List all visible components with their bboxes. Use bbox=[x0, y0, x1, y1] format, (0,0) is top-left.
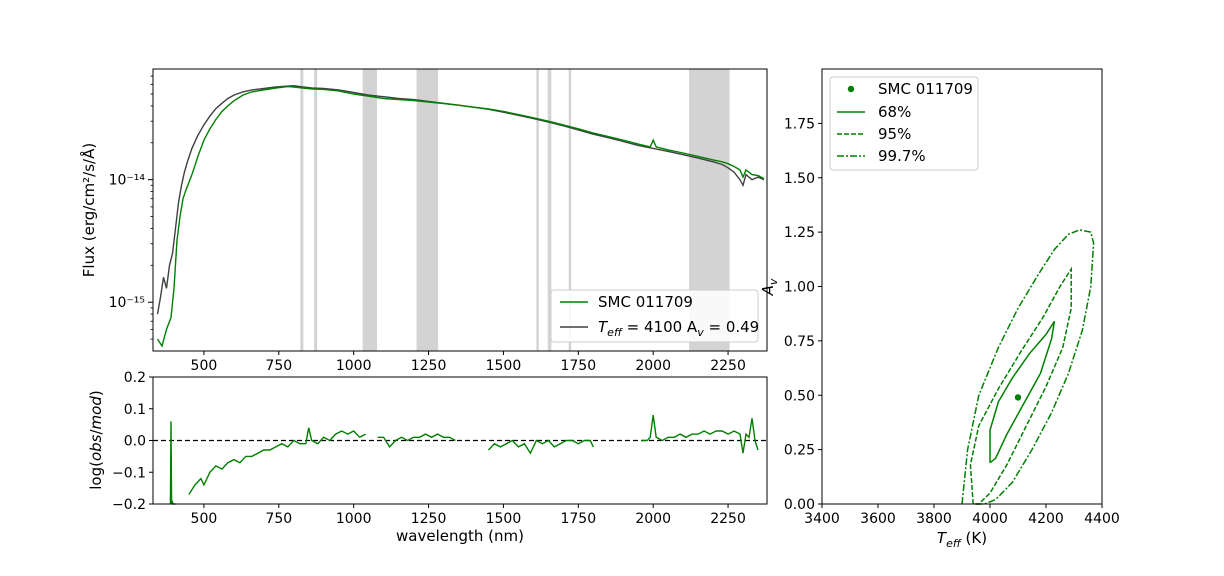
confidence-panel: 3400 3600 3800 4000 4200 4400 0.00 0.25 0.50 0.7… bbox=[759, 68, 1120, 550]
x-tick-label: 1000 bbox=[336, 511, 372, 527]
x-tick-label: 500 bbox=[191, 511, 218, 527]
y-tick-label: 1.25 bbox=[784, 225, 815, 241]
x-tick-label: 2000 bbox=[635, 358, 671, 374]
series-line-observed bbox=[156, 85, 765, 348]
residual-line bbox=[641, 415, 759, 454]
legend-label-997: 99.7% bbox=[878, 147, 926, 165]
y-tick-label: 0.00 bbox=[784, 497, 815, 513]
spectrum-panel: 500 750 1000 1250 1500 1750 2000 2250 10⁻¹⁵10⁻¹… bbox=[79, 68, 768, 374]
x-tick-label: 3600 bbox=[860, 511, 896, 527]
residual-y-ticks: −0.2 −0.1 0.0 0.1 0.2 bbox=[112, 370, 153, 513]
y-tick-label: 0.75 bbox=[784, 334, 815, 350]
spectrum-frame bbox=[152, 68, 768, 352]
x-tick-label: 1000 bbox=[336, 358, 372, 374]
y-tick-label: 0.25 bbox=[784, 443, 815, 459]
legend-marker-best-fit bbox=[847, 85, 855, 93]
contour-dashed bbox=[969, 266, 1072, 505]
x-tick-label: 3800 bbox=[916, 511, 952, 527]
y-tick-label: 10⁻¹⁴ bbox=[109, 173, 146, 189]
x-tick-label: 3400 bbox=[804, 511, 840, 527]
masked-regions bbox=[300, 69, 730, 351]
x-tick-label: 750 bbox=[265, 358, 292, 374]
contour-dashdot bbox=[961, 229, 1095, 505]
confidence-y-label: Av bbox=[759, 278, 780, 296]
residual-panel: 500 750 1000 1250 1500 1750 2000 2250 −0.2 −0.1 0… bbox=[87, 370, 768, 545]
x-tick-label: 1500 bbox=[486, 511, 522, 527]
masked-region bbox=[300, 69, 304, 351]
x-tick-label: 2250 bbox=[710, 358, 746, 374]
residual-x-ticks: 500 750 1000 1250 1500 1750 2000 2250 bbox=[191, 504, 746, 527]
y-tick-label: 1.50 bbox=[784, 171, 815, 187]
spectrum-x-ticks: 500 750 1000 1250 1500 1750 2000 2250 bbox=[191, 351, 746, 374]
confidence-y-ticks: 0.00 0.25 0.50 0.75 1.00 1.25 1.50 1.75 bbox=[784, 116, 822, 513]
x-tick-label: 1750 bbox=[560, 358, 596, 374]
masked-region bbox=[314, 69, 318, 351]
y-tick-label: −0.1 bbox=[112, 465, 146, 481]
spectrum-legend-box bbox=[550, 289, 759, 343]
masked-region bbox=[568, 69, 572, 351]
y-tick-label: 0.1 bbox=[124, 402, 146, 418]
legend-label-observed: SMC 011709 bbox=[598, 293, 693, 311]
residual-series bbox=[169, 415, 759, 505]
confidence-x-label: Teff (K) bbox=[937, 529, 987, 550]
y-tick-label: 0.50 bbox=[784, 388, 815, 404]
best-fit-point bbox=[1014, 394, 1022, 401]
residual-line bbox=[169, 421, 176, 505]
legend-label-model: Teff = 4100 Av = 0.49 bbox=[598, 318, 759, 339]
confidence-contours bbox=[961, 229, 1095, 505]
y-tick-label: 10⁻¹⁵ bbox=[109, 295, 145, 311]
masked-region bbox=[547, 69, 552, 351]
residual-x-label: wavelength (nm) bbox=[396, 527, 524, 545]
x-tick-label: 1250 bbox=[411, 511, 447, 527]
confidence-legend: SMC 011709 68% 95% 99.7% bbox=[829, 76, 979, 171]
masked-region bbox=[416, 69, 439, 351]
x-tick-label: 4000 bbox=[972, 511, 1008, 527]
y-tick-label: 1.00 bbox=[784, 280, 815, 296]
spectrum-y-ticks: 10⁻¹⁵ 10⁻¹⁴ bbox=[109, 75, 153, 340]
x-tick-label: 2000 bbox=[635, 511, 671, 527]
x-tick-label: 500 bbox=[191, 358, 218, 374]
x-tick-label: 4200 bbox=[1028, 511, 1064, 527]
confidence-legend-box bbox=[829, 76, 979, 171]
masked-region bbox=[536, 69, 539, 351]
x-tick-label: 1250 bbox=[411, 358, 447, 374]
x-tick-label: 1750 bbox=[560, 511, 596, 527]
y-tick-label: 1.75 bbox=[784, 116, 815, 132]
y-tick-label: 0.0 bbox=[124, 434, 146, 450]
legend-label-95: 95% bbox=[878, 125, 911, 143]
spectrum-series bbox=[156, 84, 765, 348]
y-tick-label: −0.2 bbox=[112, 497, 146, 513]
spectrum-y-label: Flux (erg/cm²/s/Å) bbox=[79, 143, 98, 277]
residual-line bbox=[487, 439, 594, 455]
x-tick-label: 4400 bbox=[1084, 511, 1120, 527]
x-tick-label: 750 bbox=[265, 511, 292, 527]
spectrum-legend: SMC 011709 Teff = 4100 Av = 0.49 bbox=[550, 289, 759, 343]
residual-line bbox=[188, 427, 367, 495]
residual-line bbox=[377, 433, 456, 449]
y-tick-label: 0.2 bbox=[124, 370, 146, 386]
masked-region bbox=[362, 69, 378, 351]
residual-y-label: log(obs/mod) bbox=[87, 390, 105, 489]
legend-label-best-fit: SMC 011709 bbox=[878, 80, 973, 98]
confidence-x-ticks: 3400 3600 3800 4000 4200 4400 bbox=[804, 504, 1120, 527]
legend-label-68: 68% bbox=[878, 103, 911, 121]
x-tick-label: 2250 bbox=[710, 511, 746, 527]
contour-solid bbox=[989, 320, 1056, 464]
series-line-model bbox=[156, 84, 765, 315]
x-tick-label: 1500 bbox=[486, 358, 522, 374]
